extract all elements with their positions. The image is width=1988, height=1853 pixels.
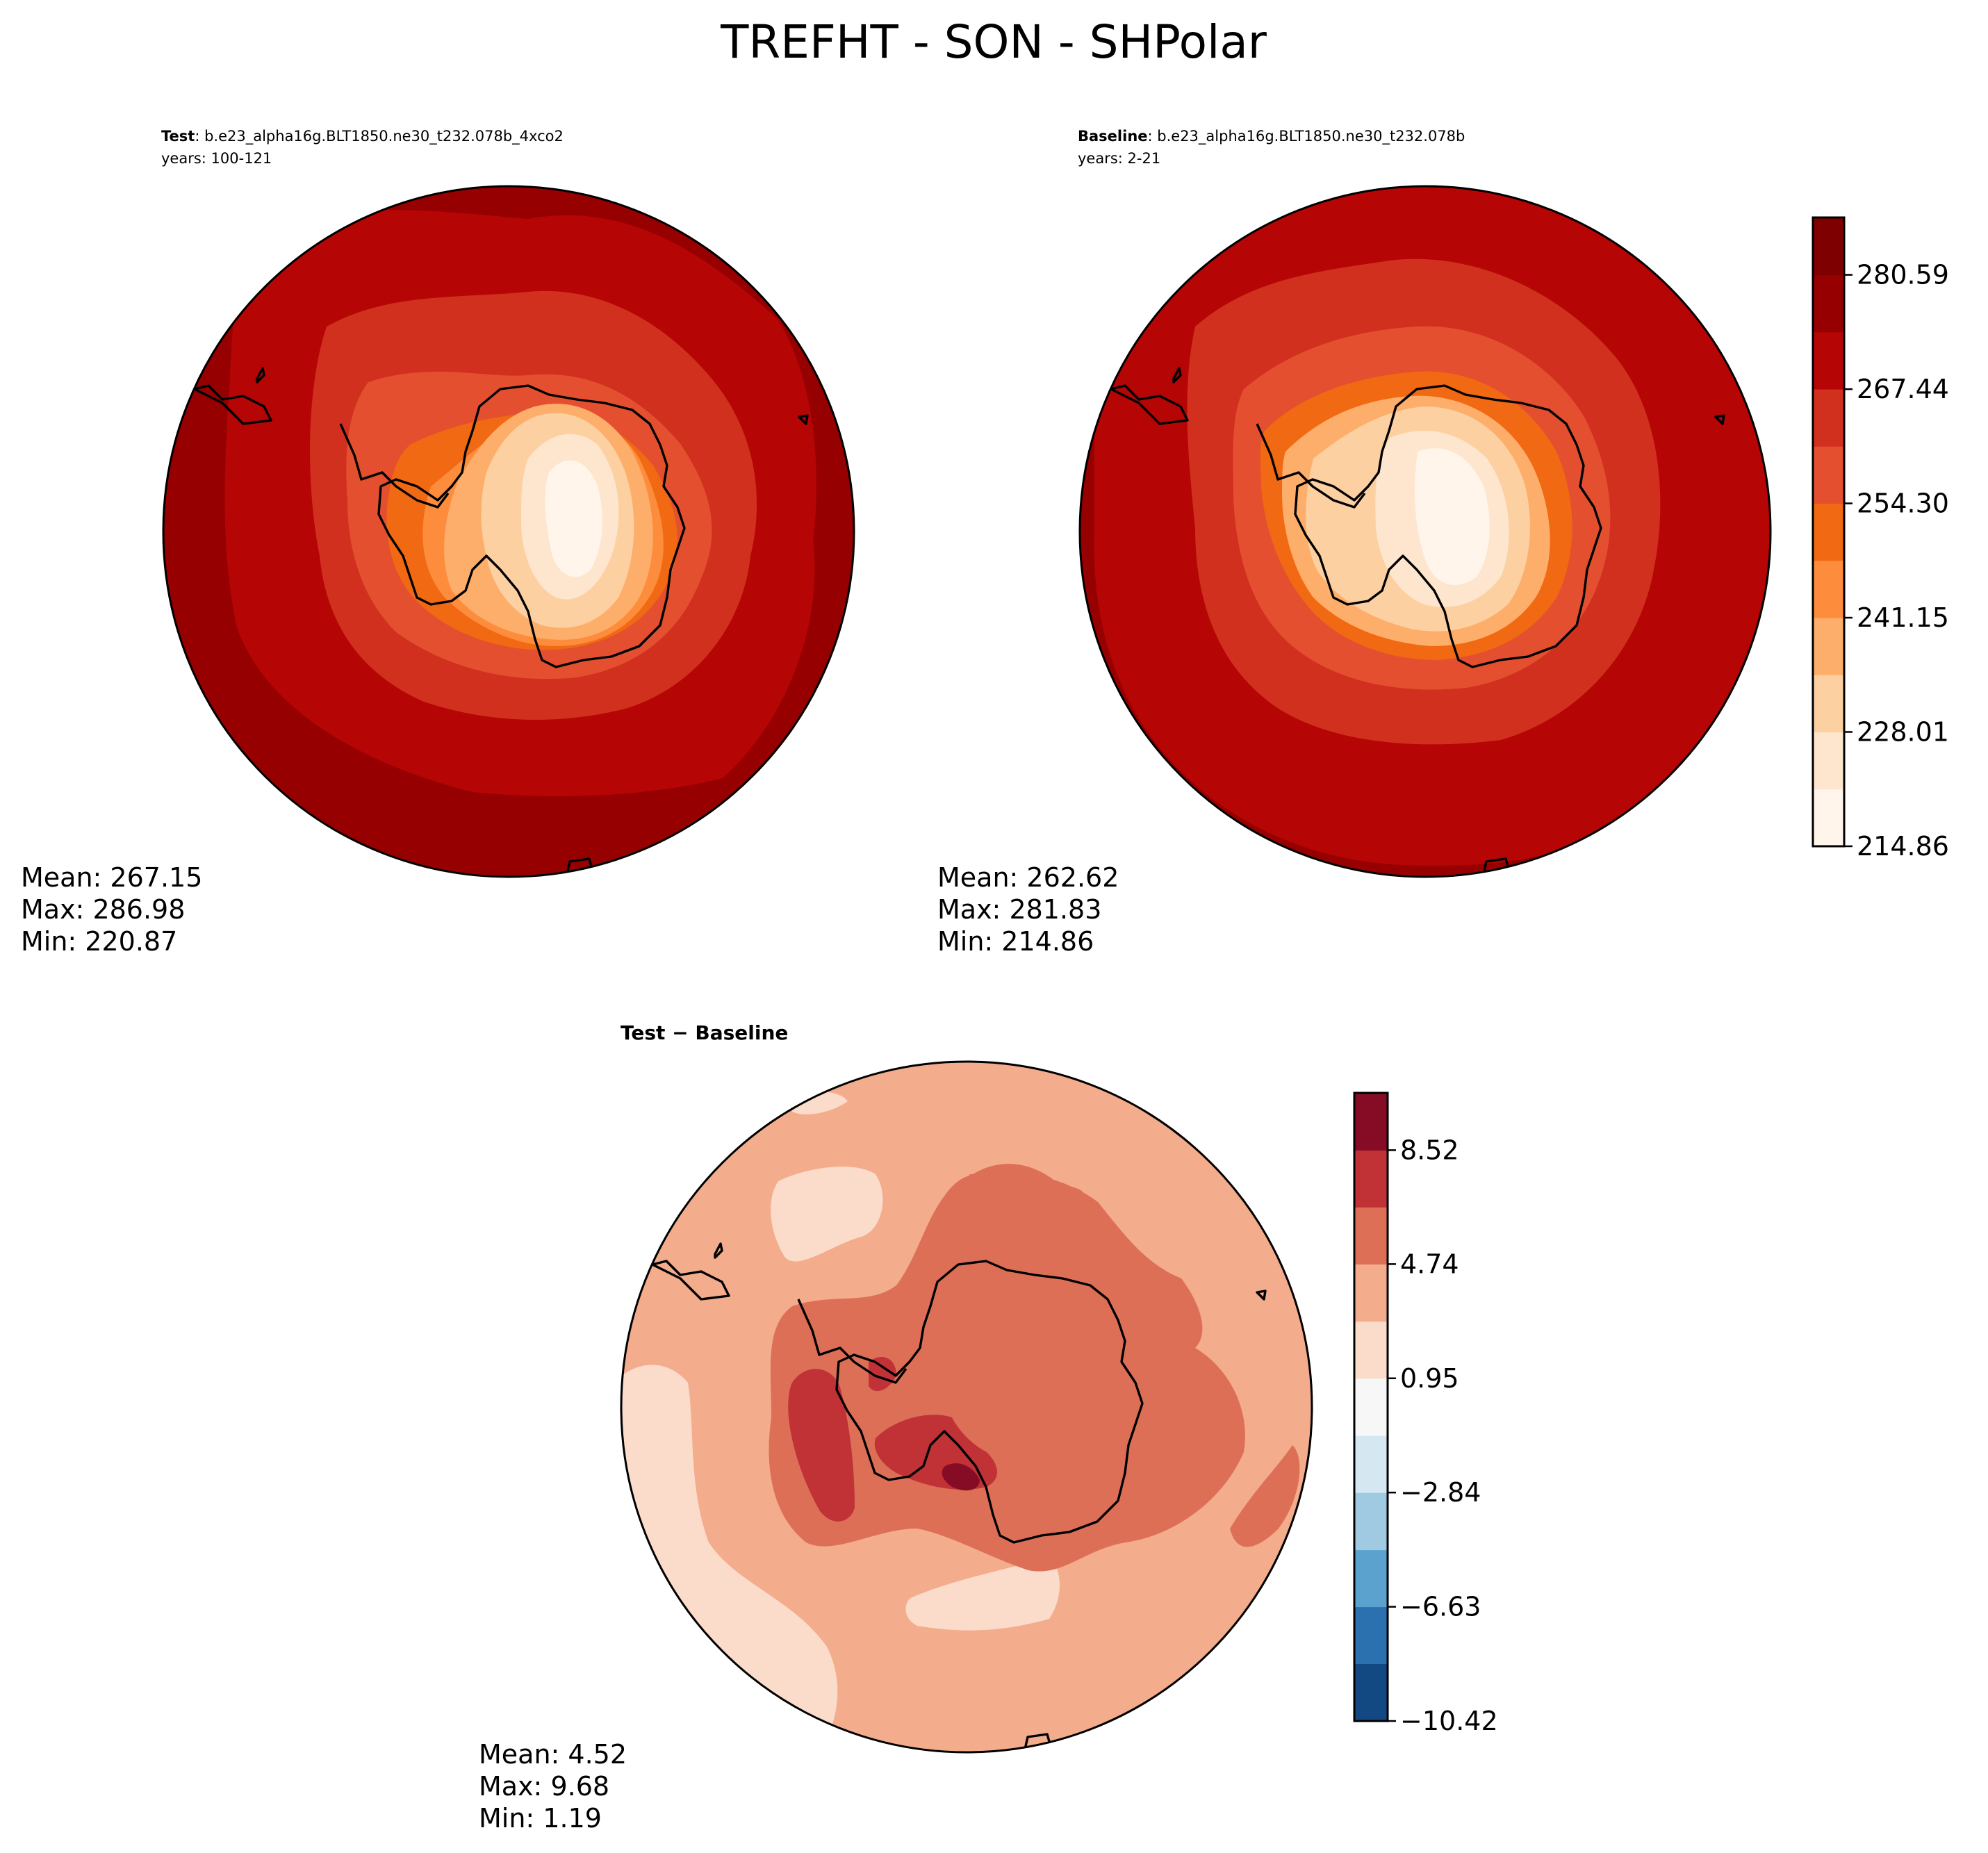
- diff-contour-band: [969, 1174, 1195, 1355]
- colorbar-diff-segment: [1354, 1606, 1388, 1665]
- diff-map: [621, 1062, 1312, 1752]
- diff-mean: Mean: 4.52: [479, 1739, 627, 1770]
- colorbar-diff: −10.42 −6.63 −2.84 0.95 4.74 8.52: [1353, 1092, 1498, 1736]
- test-header: Test: b.e23_alpha16g.BLT1850.ne30_t232.0…: [161, 128, 564, 145]
- diff-contour-band: [771, 1167, 883, 1262]
- colorbar-diff-segment: [1354, 1321, 1388, 1379]
- colorbar-main-segment: [1813, 389, 1844, 447]
- colorbar-diff-outline: [1353, 1092, 1389, 1722]
- colorbar-main-segment: [1813, 331, 1844, 390]
- coastline: [1256, 1290, 1267, 1301]
- colorbar-diff-segment: [1354, 1549, 1388, 1608]
- diff-contour-band: [905, 1556, 1060, 1631]
- baseline-panel: Baseline: b.e23_alpha16g.BLT1850.ne30_t2…: [937, 128, 1772, 957]
- figure-title: TREFHT - SON - SHPolar: [720, 15, 1267, 69]
- colorbar-main-segment: [1813, 618, 1844, 675]
- colorbar-main-segment: [1813, 560, 1844, 618]
- diff-map-border: [620, 1060, 1313, 1754]
- baseline-map: [1080, 186, 1771, 877]
- baseline-min: Min: 214.86: [937, 926, 1094, 957]
- colorbar-main-tick-label: 254.30: [1857, 488, 1949, 519]
- diff-min: Min: 1.19: [479, 1803, 602, 1834]
- diff-contour-band: [1230, 1445, 1300, 1547]
- colorbar-main-segment: [1813, 732, 1844, 790]
- diff-title: Test − Baseline: [621, 1021, 788, 1044]
- baseline-max: Max: 281.83: [937, 894, 1101, 925]
- coastline: [565, 857, 593, 877]
- colorbar-main-segment: [1813, 503, 1844, 561]
- coastline: [339, 423, 450, 509]
- diff-contour-band: [788, 1369, 855, 1522]
- coastline: [714, 1242, 723, 1259]
- baseline-contour-band: [1414, 448, 1490, 585]
- test-map: [163, 186, 854, 877]
- baseline-header: Baseline: b.e23_alpha16g.BLT1850.ne30_t2…: [1078, 128, 1465, 145]
- colorbar-diff-segment: [1354, 1378, 1388, 1436]
- colorbar-diff-segment: [1354, 1492, 1388, 1551]
- baseline-mean: Mean: 262.62: [937, 862, 1119, 893]
- colorbar-main-outline: [1812, 216, 1846, 848]
- colorbar-main-segment: [1813, 274, 1844, 333]
- colorbar-main-segment: [1813, 446, 1844, 504]
- test-min: Min: 220.87: [21, 926, 177, 957]
- colorbar-main-tick-label: 267.44: [1857, 374, 1949, 404]
- coastline: [1714, 414, 1725, 425]
- colorbar-diff-tick-label: 4.74: [1400, 1249, 1459, 1279]
- colorbar-main-tick-label: 228.01: [1857, 716, 1949, 747]
- test-contour-band: [545, 460, 602, 577]
- colorbar-main: 214.86 228.01 241.15 254.30 267.44 280.59: [1812, 216, 1949, 862]
- colorbar-diff-segment: [1354, 1150, 1388, 1208]
- coastline: [797, 1299, 907, 1384]
- colorbar-diff-tick-label: −2.84: [1400, 1477, 1481, 1508]
- diff-max: Max: 9.68: [479, 1771, 609, 1802]
- coastline: [1023, 1733, 1051, 1752]
- test-years: years: 100-121: [161, 150, 272, 167]
- coastline: [193, 384, 272, 425]
- coastline: [651, 1260, 730, 1301]
- colorbar-diff-tick-label: −6.63: [1400, 1592, 1481, 1622]
- test-max: Max: 286.98: [21, 894, 185, 925]
- colorbar-main-segment: [1813, 217, 1844, 276]
- coastline: [1481, 857, 1510, 877]
- baseline-map-border: [1078, 185, 1772, 878]
- coastline: [256, 367, 265, 384]
- colorbar-main-segment: [1813, 675, 1844, 732]
- colorbar-diff-segment: [1354, 1435, 1388, 1493]
- diff-contour-band: [942, 1463, 980, 1491]
- colorbar-diff-tick-label: 0.95: [1400, 1363, 1459, 1394]
- colorbar-main-tick-label: 241.15: [1857, 602, 1949, 633]
- colorbar-main-tick-label: 214.86: [1857, 831, 1949, 862]
- colorbar-diff-tick-label: 8.52: [1400, 1135, 1459, 1165]
- colorbar-main-tick-label: 280.59: [1857, 260, 1949, 290]
- baseline-years: years: 2-21: [1078, 150, 1160, 167]
- coastline: [1256, 423, 1366, 509]
- coastline: [1172, 367, 1182, 384]
- test-panel: Test: b.e23_alpha16g.BLT1850.ne30_t232.0…: [21, 128, 855, 957]
- colorbar-diff-segment: [1354, 1093, 1388, 1151]
- coastline: [798, 414, 809, 425]
- diff-contour-band: [869, 1356, 896, 1392]
- diff-contour-band: [973, 1164, 1063, 1191]
- colorbar-diff-segment: [1354, 1264, 1388, 1322]
- colorbar-diff-tick-label: −10.42: [1400, 1706, 1498, 1736]
- test-mean: Mean: 267.15: [21, 862, 202, 893]
- colorbar-diff-segment: [1354, 1663, 1388, 1722]
- diff-panel: Test − Baseline Mean: 4.52 Max: 9: [479, 1021, 1313, 1834]
- colorbar-diff-segment: [1354, 1207, 1388, 1265]
- coastline: [1110, 384, 1189, 425]
- colorbar-main-segment: [1813, 789, 1844, 847]
- test-map-border: [162, 185, 855, 878]
